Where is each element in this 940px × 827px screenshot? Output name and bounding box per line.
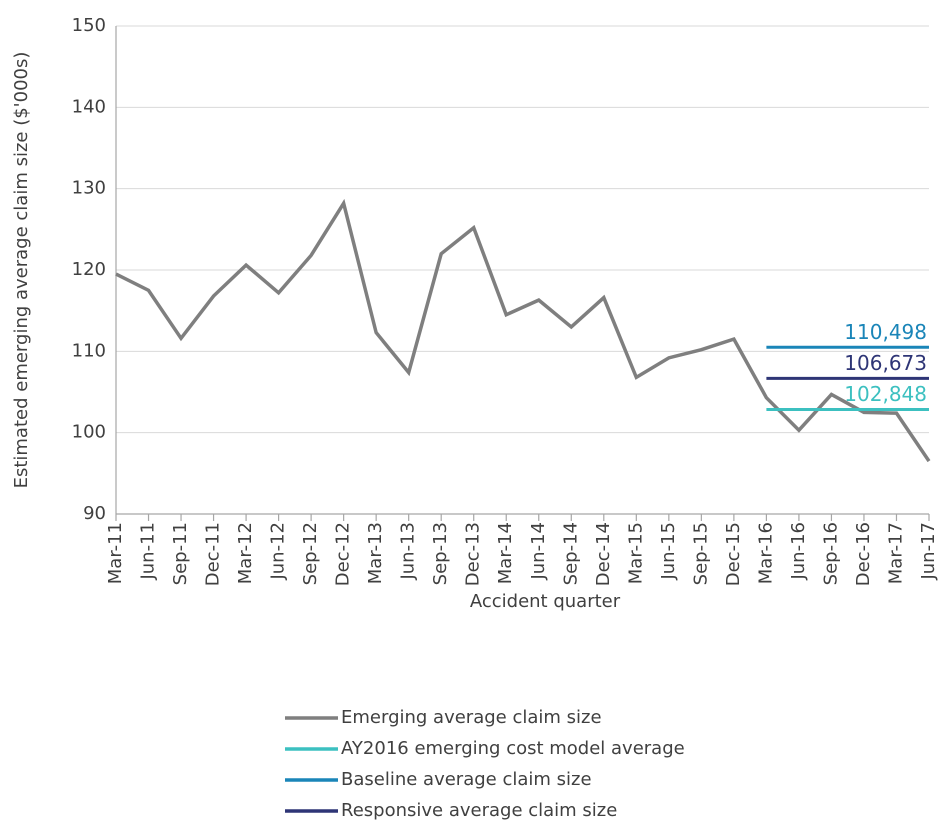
series-line [115, 198, 931, 463]
x-tick-label: Jun-11 [138, 522, 159, 581]
data-label: 106,673 [844, 351, 927, 375]
x-tick-label: Dec-13 [463, 522, 484, 586]
x-tick-label: Jun-15 [658, 522, 679, 581]
x-tick-label: Sep-15 [690, 522, 711, 585]
y-tick-label: 120 [72, 259, 106, 280]
x-tick-label: Jun-14 [528, 522, 549, 581]
x-tick-label: Mar-15 [625, 522, 646, 584]
x-tick-label: Jun-12 [268, 522, 289, 581]
x-tick-label: Mar-12 [235, 522, 256, 584]
legend-label: AY2016 emerging cost model average [341, 738, 685, 759]
x-tick-label: Mar-13 [365, 522, 386, 584]
legend-label: Emerging average claim size [341, 707, 602, 728]
x-tick-label: Mar-16 [755, 522, 776, 584]
y-tick-label: 130 [72, 178, 106, 199]
data-label: 102,848 [844, 382, 927, 406]
x-tick-label: Sep-13 [430, 522, 451, 585]
x-tick-label: Mar-11 [105, 522, 126, 584]
y-tick-label: 90 [83, 503, 106, 524]
x-tick-label: Dec-12 [333, 522, 354, 586]
y-axis-title: Estimated emerging average claim size ($… [11, 52, 32, 489]
x-tick-label: Sep-14 [560, 522, 581, 585]
y-tick-label: 150 [72, 15, 106, 36]
x-tick-label: Sep-16 [820, 522, 841, 585]
x-axis-title: Accident quarter [470, 591, 621, 612]
y-tick-label: 110 [72, 340, 106, 361]
x-tick-label: Dec-14 [593, 522, 614, 586]
x-tick-label: Mar-17 [885, 522, 906, 584]
data-label: 110,498 [844, 320, 927, 344]
x-tick-label: Sep-11 [170, 522, 191, 585]
x-tick-label: Sep-12 [300, 522, 321, 585]
y-tick-label: 140 [72, 96, 106, 117]
x-tick-label: Jun-16 [788, 522, 809, 581]
legend-label: Baseline average claim size [341, 769, 592, 790]
x-tick-label: Dec-11 [203, 522, 224, 586]
x-tick-label: Dec-16 [853, 522, 874, 586]
x-tick-label: Jun-17 [918, 522, 939, 581]
y-tick-label: 100 [72, 422, 106, 443]
legend-label: Responsive average claim size [341, 800, 617, 821]
x-tick-label: Mar-14 [495, 522, 516, 584]
x-tick-label: Dec-15 [723, 522, 744, 586]
x-tick-label: Jun-13 [398, 522, 419, 581]
